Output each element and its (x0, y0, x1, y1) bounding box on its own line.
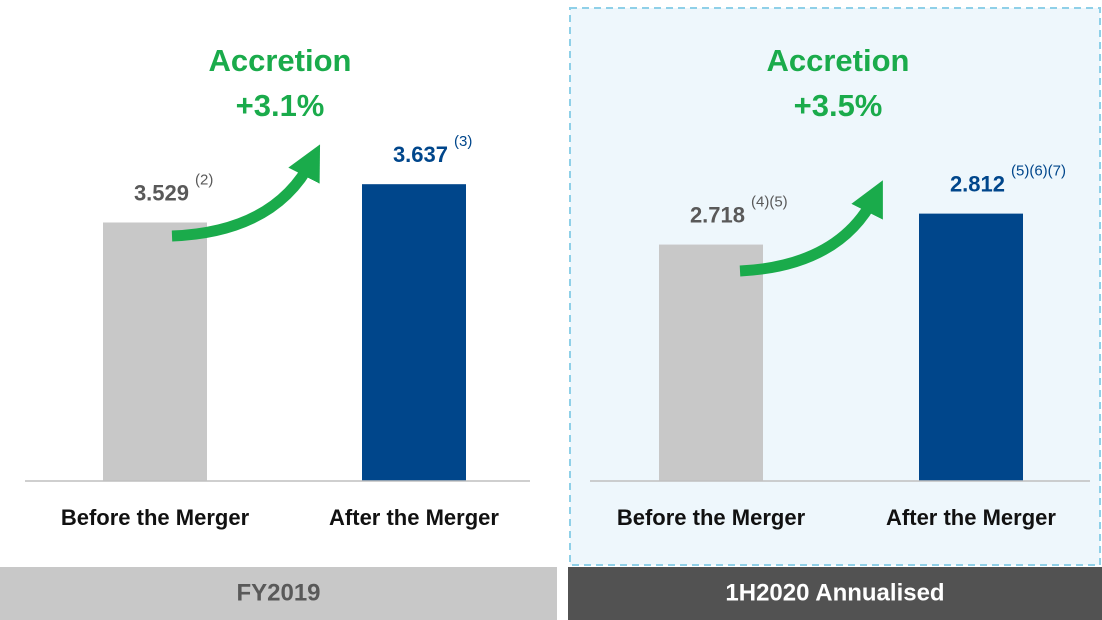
footnote-ref: (2) (195, 171, 213, 188)
bar (919, 213, 1023, 481)
x-tick-label: Before the Merger (617, 505, 806, 530)
x-tick-label: After the Merger (886, 505, 1056, 530)
bar (659, 244, 763, 481)
data-label: 3.529 (134, 180, 189, 205)
annotation: Accretion (767, 43, 910, 78)
panel: 2.718 (4)(5) Before the Merger 2.812 (5)(6)(… (568, 43, 1102, 620)
footnote-ref: (5)(6)(7) (1011, 163, 1066, 180)
bar (362, 184, 466, 481)
panel: 3.529 (2) Before the Merger 3.637 (3) After t… (0, 43, 557, 620)
annotation: +3.5% (794, 88, 883, 123)
data-label: 3.637 (393, 142, 448, 167)
annotation: Accretion (209, 43, 352, 78)
growth-arrow (171, 144, 321, 242)
data-label: 2.812 (950, 171, 1005, 196)
data-label: 2.718 (690, 202, 745, 227)
x-tick-label: Before the Merger (61, 505, 250, 530)
growth-arrow (739, 180, 883, 277)
x-tick-label: After the Merger (329, 505, 499, 530)
annotation: +3.1% (236, 88, 325, 123)
chart-title: FY2019 (236, 579, 320, 606)
footnote-ref: (3) (454, 133, 472, 150)
bar (103, 222, 207, 481)
period-box (568, 567, 1102, 620)
footnote-ref: (4)(5) (751, 194, 788, 211)
chart-title: 1H2020 Annualised (725, 579, 944, 606)
period-box (0, 567, 557, 620)
